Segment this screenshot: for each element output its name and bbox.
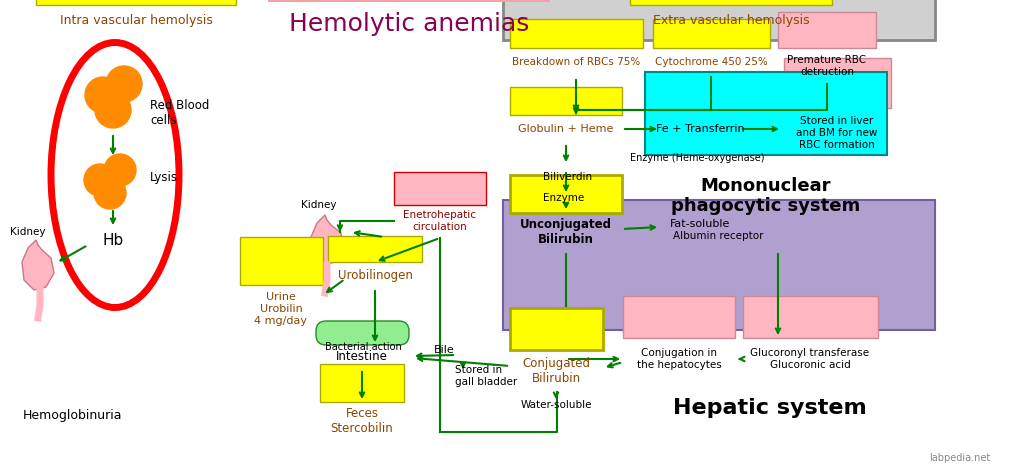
Bar xyxy=(503,200,935,330)
Text: Hb: Hb xyxy=(102,233,124,248)
Polygon shape xyxy=(22,240,54,290)
Bar xyxy=(630,0,831,5)
Text: Urobilinogen: Urobilinogen xyxy=(338,268,413,281)
Text: Fe + Transferrin: Fe + Transferrin xyxy=(655,124,744,134)
Text: Conjugation in
the hepatocytes: Conjugation in the hepatocytes xyxy=(637,348,721,370)
Text: Albumin receptor: Albumin receptor xyxy=(673,231,763,241)
Bar xyxy=(503,0,935,40)
Text: Kidney: Kidney xyxy=(10,227,46,237)
Text: Globulin + Heme: Globulin + Heme xyxy=(518,124,613,134)
Text: Extra vascular hemolysis: Extra vascular hemolysis xyxy=(652,14,809,27)
Text: Intra vascular hemolysis: Intra vascular hemolysis xyxy=(59,14,212,27)
Bar xyxy=(623,296,735,338)
Text: Mononuclear
phagocytic system: Mononuclear phagocytic system xyxy=(672,177,860,215)
Bar xyxy=(319,364,404,402)
Text: Enzyme (Heme-oxygenase): Enzyme (Heme-oxygenase) xyxy=(630,153,765,163)
Bar xyxy=(510,308,603,350)
Bar xyxy=(645,72,887,155)
Bar xyxy=(328,236,422,262)
Text: Fat-soluble: Fat-soluble xyxy=(670,219,730,229)
Text: Kidney: Kidney xyxy=(301,200,337,210)
Text: Enetrohepatic
circulation: Enetrohepatic circulation xyxy=(403,210,476,232)
Text: Premature RBC
detruction: Premature RBC detruction xyxy=(787,55,866,77)
Text: Hepatic system: Hepatic system xyxy=(673,398,867,418)
Text: Stored in liver
and BM for new
RBC formation: Stored in liver and BM for new RBC forma… xyxy=(797,116,878,150)
Bar xyxy=(778,12,876,48)
Circle shape xyxy=(85,77,121,113)
Circle shape xyxy=(104,154,136,186)
Text: Biliverdin: Biliverdin xyxy=(543,172,592,182)
Bar xyxy=(268,0,550,2)
Text: Breakdown of RBCs 75%: Breakdown of RBCs 75% xyxy=(512,57,640,67)
Text: Glucoronyl transferase
Glucoronic acid: Glucoronyl transferase Glucoronic acid xyxy=(751,348,869,370)
Bar xyxy=(510,175,622,213)
Ellipse shape xyxy=(51,43,179,308)
Bar xyxy=(36,0,236,5)
Text: Cytochrome 450 25%: Cytochrome 450 25% xyxy=(654,57,767,67)
Bar xyxy=(743,296,878,338)
Text: Bile: Bile xyxy=(434,345,455,355)
Text: Hemoglobinuria: Hemoglobinuria xyxy=(24,408,123,422)
FancyBboxPatch shape xyxy=(316,321,409,345)
Bar xyxy=(510,87,622,115)
Text: Hemolytic anemias: Hemolytic anemias xyxy=(289,12,529,36)
Bar xyxy=(784,58,891,108)
Text: Bacterial action: Bacterial action xyxy=(325,342,401,352)
Text: Unconjugated
Bilirubin: Unconjugated Bilirubin xyxy=(520,218,612,246)
Circle shape xyxy=(106,66,142,102)
Text: Water-soluble: Water-soluble xyxy=(520,400,592,410)
Bar xyxy=(394,172,486,205)
Bar xyxy=(510,19,643,48)
Text: Conjugated
Bilirubin: Conjugated Bilirubin xyxy=(522,357,590,385)
Polygon shape xyxy=(311,215,343,265)
Bar xyxy=(653,19,770,48)
Text: Feces
Stercobilin: Feces Stercobilin xyxy=(331,407,393,435)
Text: Enzyme: Enzyme xyxy=(543,193,585,203)
Text: Stored in
gall bladder: Stored in gall bladder xyxy=(455,365,517,387)
Text: labpedia.net: labpedia.net xyxy=(930,453,990,463)
Text: Intestine: Intestine xyxy=(336,350,388,363)
Text: Lysis: Lysis xyxy=(150,171,178,183)
Text: Urine
Urobilin
4 mg/day: Urine Urobilin 4 mg/day xyxy=(255,292,307,325)
Circle shape xyxy=(94,177,126,209)
Text: Red Blood
cells: Red Blood cells xyxy=(150,99,209,127)
Bar xyxy=(240,237,323,285)
Circle shape xyxy=(84,164,116,196)
Circle shape xyxy=(95,92,131,128)
